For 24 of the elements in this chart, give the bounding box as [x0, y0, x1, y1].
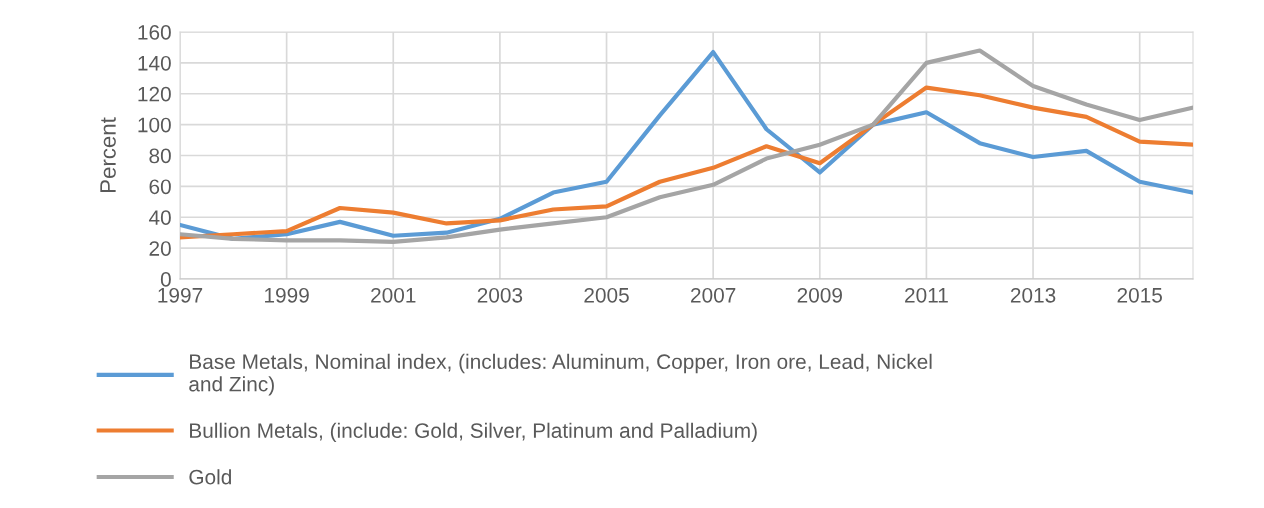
x-tick-label: 2005	[584, 287, 629, 303]
y-tick-label: 120	[138, 86, 171, 102]
x-tick-label: 2003	[477, 287, 523, 303]
legend-label: Base Metals, Nominal index, (includes: Aluminum, Copper, Iron ore, Lead, Nickel and Zinc)	[189, 353, 932, 396]
y-tick-label: 140	[138, 55, 171, 71]
line-series	[180, 85, 1193, 240]
x-tick-label: 1997	[158, 287, 203, 303]
x-tick-label: 2007	[691, 287, 736, 303]
y-tick-label: 0	[160, 272, 171, 287]
legend-label: Bullion Metals, (include: Gold, Silver, Platinum and Palladium)	[190, 422, 757, 443]
y-tick-label: 20	[149, 241, 171, 256]
y-tick-label: 100	[138, 117, 171, 133]
y-tick-label: 60	[149, 179, 171, 195]
x-tick-label: 1999	[265, 287, 309, 303]
legend-label: Gold	[189, 469, 231, 485]
y-tick-label: 160	[138, 25, 171, 40]
y-axis-title: Percent	[100, 117, 116, 192]
x-tick-label: 2015	[1117, 287, 1162, 303]
x-tick-label: 2013	[1010, 287, 1056, 303]
y-tick-label: 40	[148, 210, 171, 225]
y-tick-label: 80	[149, 148, 171, 164]
x-tick-label: 2001	[371, 287, 416, 303]
x-tick-label: 2009	[797, 287, 842, 303]
x-tick-label: 2011	[905, 287, 948, 303]
